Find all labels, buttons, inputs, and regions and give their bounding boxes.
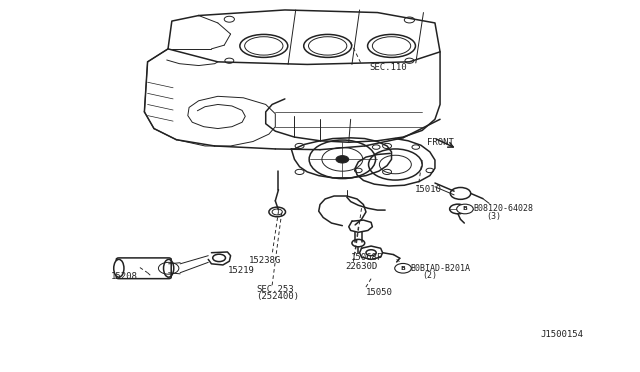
Text: 22630D: 22630D [346, 262, 378, 271]
Circle shape [395, 263, 412, 273]
Text: 15238G: 15238G [248, 256, 281, 264]
Text: 15068F: 15068F [351, 253, 383, 262]
Text: 15219: 15219 [227, 266, 254, 275]
Text: (2): (2) [422, 271, 437, 280]
Text: FRONT: FRONT [428, 138, 454, 147]
Circle shape [336, 155, 349, 163]
Text: B0BIAD-B201A: B0BIAD-B201A [411, 264, 470, 273]
Text: 15208: 15208 [111, 272, 138, 281]
Text: (3): (3) [486, 212, 501, 221]
Text: B: B [463, 206, 467, 211]
Text: SEC.110: SEC.110 [370, 63, 408, 72]
Text: SEC.253: SEC.253 [256, 285, 294, 294]
Text: B: B [401, 266, 406, 271]
Text: 15050: 15050 [366, 288, 393, 297]
Text: (252400): (252400) [256, 292, 299, 301]
Text: J1500154: J1500154 [540, 330, 583, 340]
Text: 15010: 15010 [415, 185, 442, 194]
Text: B08120-64028: B08120-64028 [473, 205, 533, 214]
Circle shape [457, 204, 473, 214]
Ellipse shape [114, 259, 124, 277]
